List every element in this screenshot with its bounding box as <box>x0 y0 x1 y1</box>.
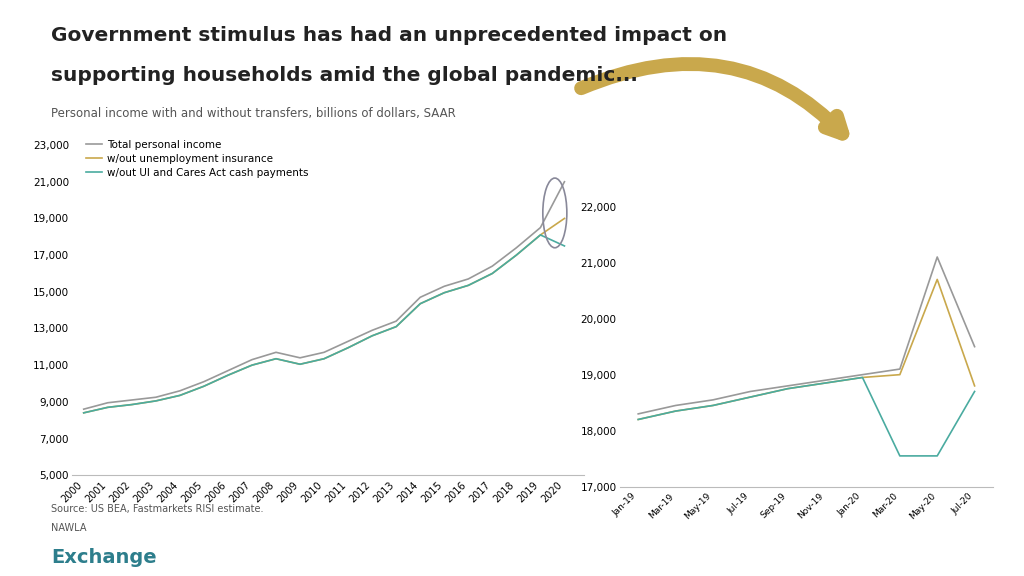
w/out unemployment insurance <box>558 215 570 222</box>
w/out unemployment insurance <box>78 410 90 416</box>
w/out unemployment insurance <box>462 282 474 289</box>
w/out unemployment insurance <box>270 355 283 362</box>
w/out unemployment insurance <box>342 344 354 351</box>
w/out UI and Cares Act cash payments <box>317 355 330 362</box>
Total personal income <box>342 338 354 345</box>
w/out UI and Cares Act cash payments <box>535 232 547 238</box>
Total personal income <box>294 354 306 361</box>
Total personal income <box>558 179 570 185</box>
w/out UI and Cares Act cash payments <box>342 344 354 351</box>
w/out unemployment insurance <box>414 300 426 307</box>
w/out UI and Cares Act cash payments <box>246 362 258 369</box>
w/out unemployment insurance <box>390 323 402 330</box>
w/out unemployment insurance <box>150 397 162 404</box>
Total personal income <box>390 318 402 325</box>
Total personal income <box>101 399 114 406</box>
Total personal income <box>438 283 451 290</box>
Total personal income <box>414 294 426 301</box>
w/out UI and Cares Act cash payments <box>390 323 402 330</box>
w/out unemployment insurance <box>101 404 114 411</box>
w/out UI and Cares Act cash payments <box>174 392 186 399</box>
w/out unemployment insurance <box>294 361 306 367</box>
w/out UI and Cares Act cash payments <box>462 282 474 289</box>
w/out unemployment insurance <box>486 270 499 277</box>
Total personal income <box>222 367 234 374</box>
w/out UI and Cares Act cash payments <box>101 404 114 411</box>
w/out UI and Cares Act cash payments <box>78 410 90 416</box>
Total personal income <box>510 244 522 251</box>
Total personal income <box>150 394 162 401</box>
Total personal income <box>535 224 547 231</box>
w/out UI and Cares Act cash payments <box>414 300 426 307</box>
Total personal income <box>462 275 474 282</box>
w/out unemployment insurance <box>366 332 378 339</box>
Total personal income <box>174 388 186 395</box>
Total personal income <box>366 327 378 334</box>
Text: NAWLA: NAWLA <box>51 524 87 533</box>
w/out UI and Cares Act cash payments <box>438 289 451 296</box>
Total personal income <box>78 406 90 412</box>
w/out unemployment insurance <box>198 383 210 390</box>
Total personal income <box>126 396 138 403</box>
w/out unemployment insurance <box>174 392 186 399</box>
w/out UI and Cares Act cash payments <box>558 242 570 249</box>
w/out UI and Cares Act cash payments <box>270 355 283 362</box>
Legend: Total personal income, w/out unemployment insurance, w/out UI and Cares Act cash: Total personal income, w/out unemploymen… <box>82 135 312 182</box>
w/out UI and Cares Act cash payments <box>510 252 522 259</box>
w/out UI and Cares Act cash payments <box>150 397 162 404</box>
w/out unemployment insurance <box>438 289 451 296</box>
Total personal income <box>270 349 283 356</box>
w/out unemployment insurance <box>246 362 258 369</box>
Line: Total personal income: Total personal income <box>84 182 564 409</box>
w/out UI and Cares Act cash payments <box>126 401 138 408</box>
FancyArrowPatch shape <box>581 64 843 134</box>
Total personal income <box>246 356 258 363</box>
Text: Government stimulus has had an unprecedented impact on: Government stimulus has had an unprecede… <box>51 26 727 45</box>
w/out unemployment insurance <box>222 372 234 378</box>
Text: supporting households amid the global pandemic...: supporting households amid the global pa… <box>51 66 638 85</box>
w/out unemployment insurance <box>317 355 330 362</box>
Line: w/out unemployment insurance: w/out unemployment insurance <box>84 218 564 413</box>
w/out unemployment insurance <box>510 252 522 259</box>
Total personal income <box>317 349 330 356</box>
w/out UI and Cares Act cash payments <box>198 383 210 390</box>
w/out UI and Cares Act cash payments <box>294 361 306 367</box>
Text: Source: US BEA, Fastmarkets RISI estimate.: Source: US BEA, Fastmarkets RISI estimat… <box>51 504 264 514</box>
w/out unemployment insurance <box>535 232 547 238</box>
Total personal income <box>198 378 210 385</box>
w/out UI and Cares Act cash payments <box>486 270 499 277</box>
Total personal income <box>486 263 499 270</box>
w/out unemployment insurance <box>126 401 138 408</box>
Line: w/out UI and Cares Act cash payments: w/out UI and Cares Act cash payments <box>84 235 564 413</box>
Text: Exchange: Exchange <box>51 548 157 567</box>
Text: Personal income with and without transfers, billions of dollars, SAAR: Personal income with and without transfe… <box>51 107 456 120</box>
w/out UI and Cares Act cash payments <box>366 332 378 339</box>
w/out UI and Cares Act cash payments <box>222 372 234 378</box>
